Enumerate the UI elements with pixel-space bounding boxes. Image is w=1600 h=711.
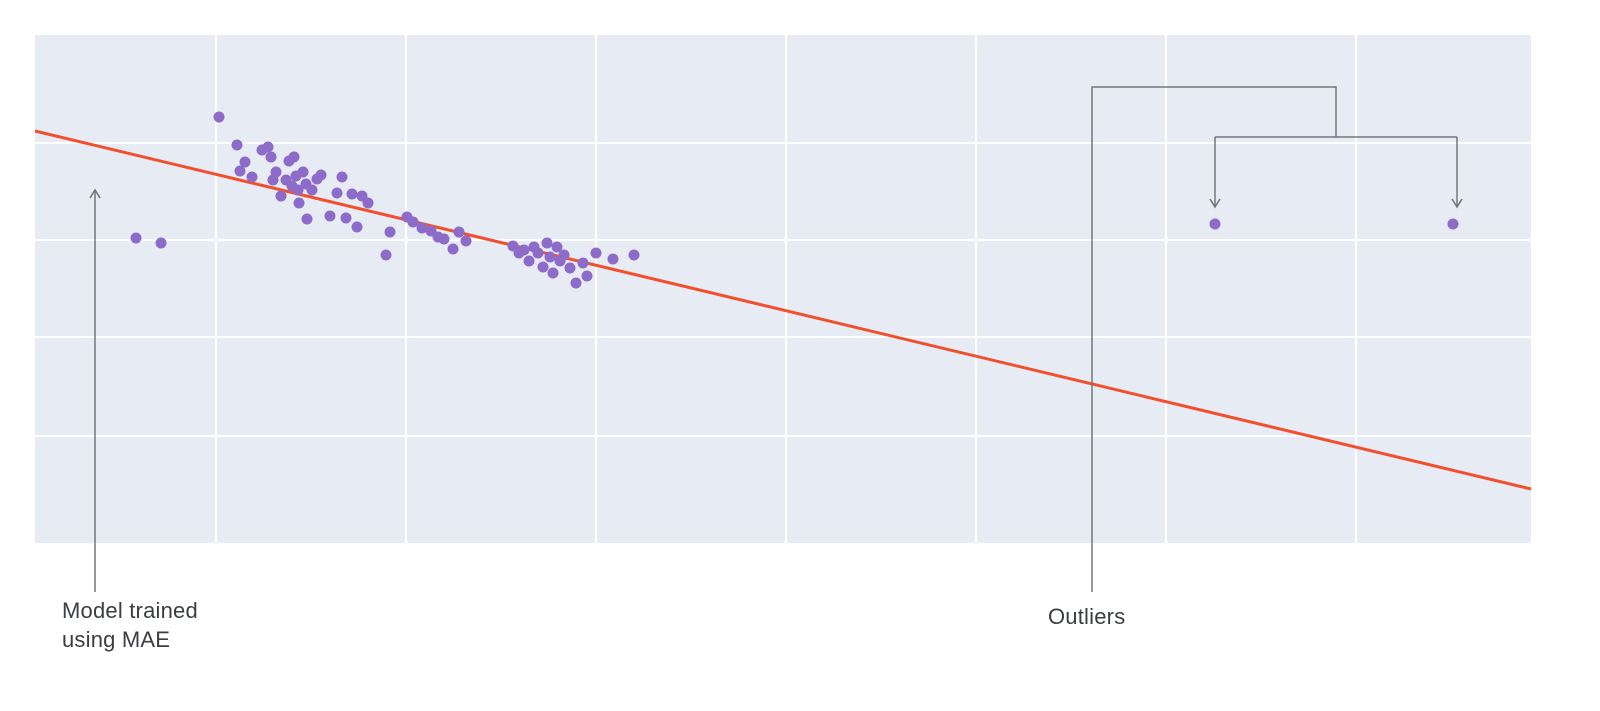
annotation-arrows	[89, 86, 1463, 592]
outlier-points	[1209, 218, 1459, 230]
mae-annotation-label: Model trained using MAE	[62, 598, 198, 652]
scatter-points	[130, 111, 640, 289]
plot-area	[35, 35, 1531, 543]
gridlines	[35, 35, 1531, 543]
regression-line	[34, 129, 1532, 491]
outliers-annotation-label: Outliers	[1048, 604, 1126, 629]
